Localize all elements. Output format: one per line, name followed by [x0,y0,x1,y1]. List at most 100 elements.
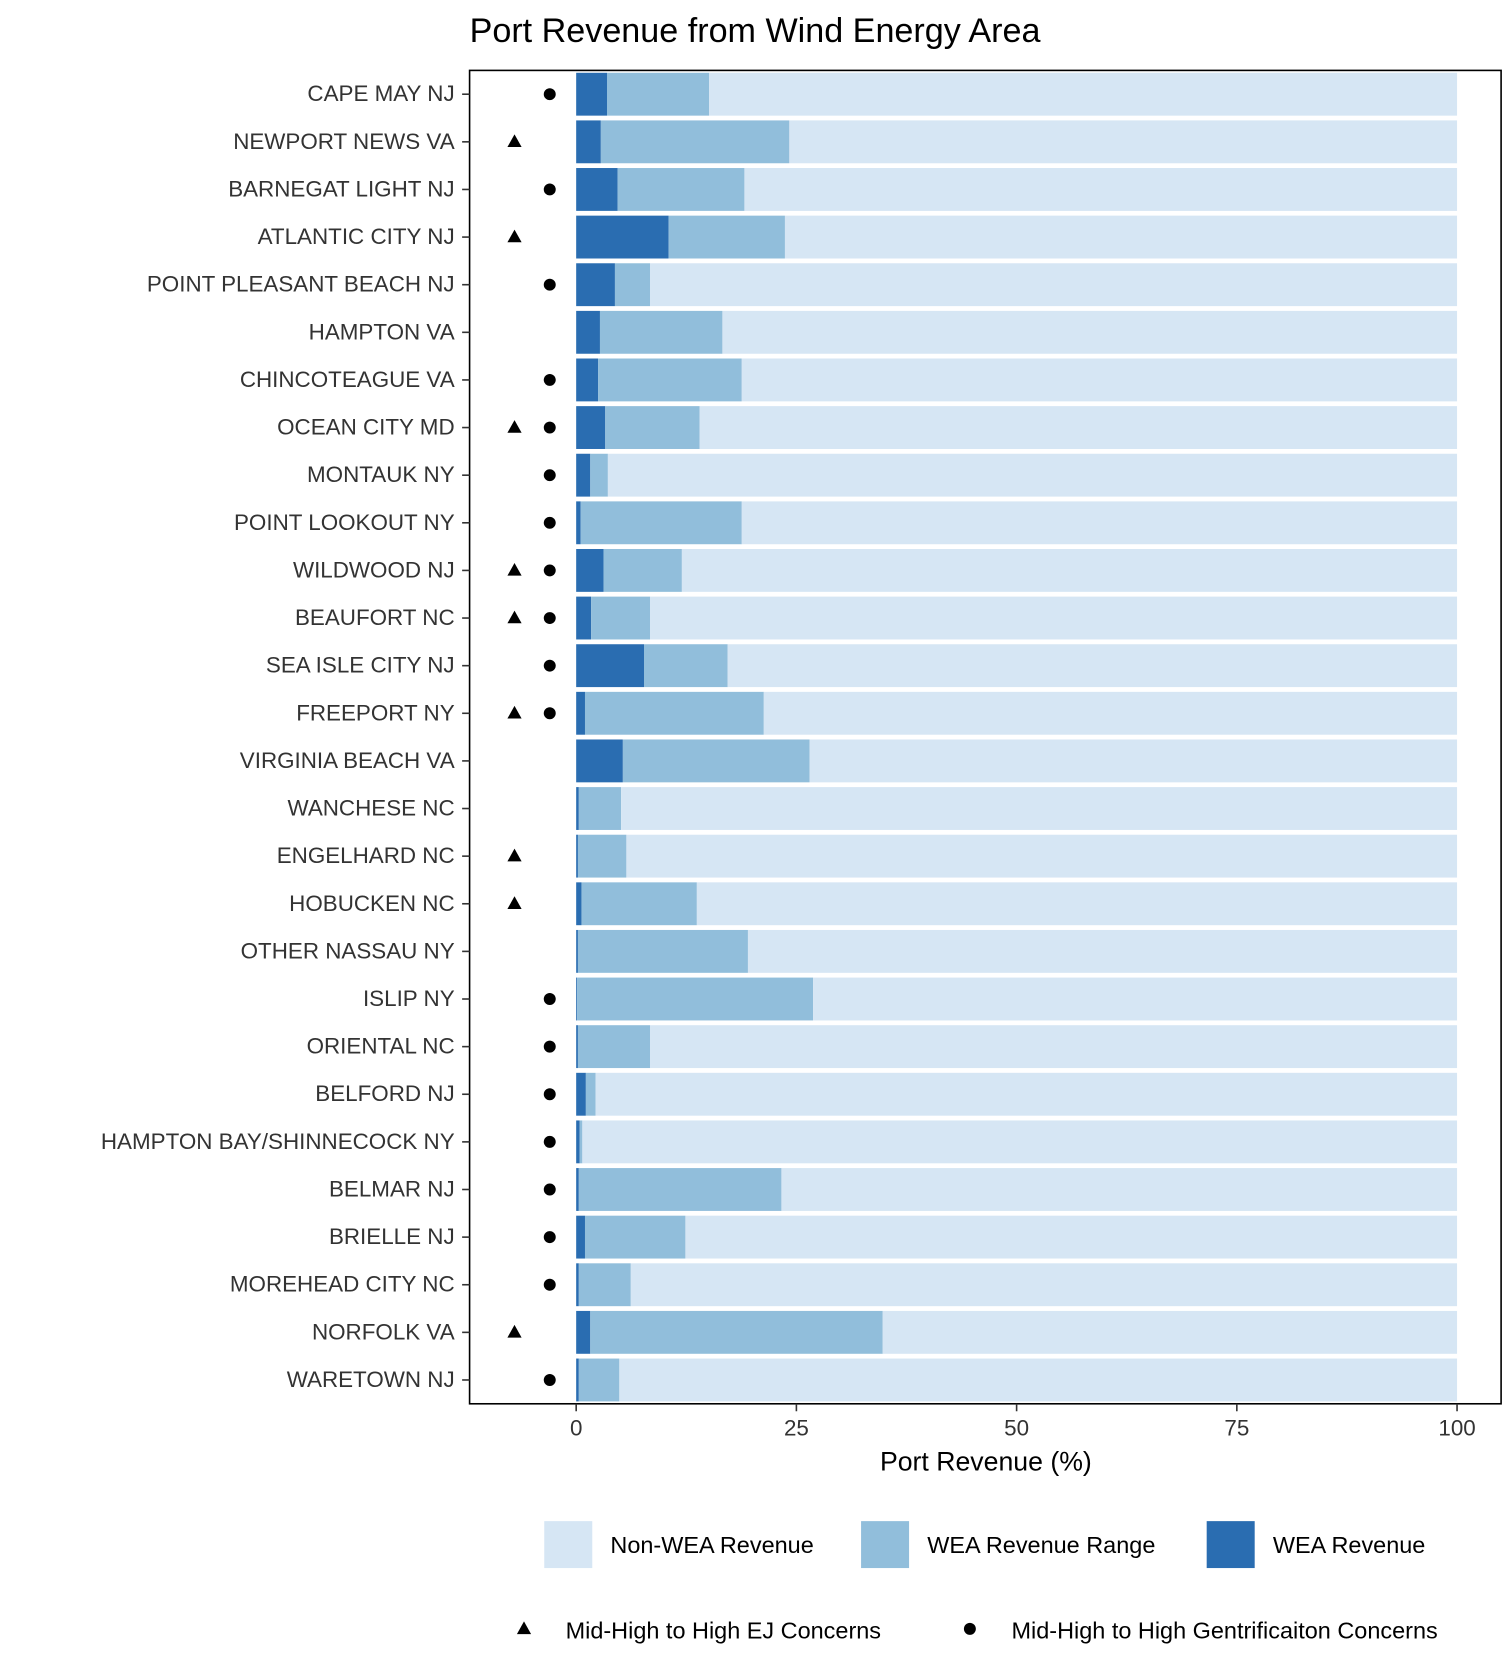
legend-marker [516,1621,532,1635]
x-tick-label: 100 [1438,1415,1475,1440]
marker [543,1040,556,1053]
bar-segment [681,548,1458,592]
bar-segment [784,215,1458,259]
y-tick-label: HOBUCKEN NC [289,891,454,916]
bar-segment [577,977,814,1021]
bar-segment [576,453,591,497]
marker [507,896,522,909]
marker [543,1183,556,1196]
marker [543,183,556,196]
bar-segment [603,548,682,592]
y-tick-label: BARNEGAT LIGHT NJ [228,176,454,201]
legend-label: WEA Revenue Range [927,1532,1155,1558]
bar-segment [763,691,1458,735]
y-tick-label: ORIENTAL NC [307,1034,455,1059]
y-tick-label: BELMAR NJ [329,1176,455,1201]
bar-segment [709,72,1458,116]
panel-border [468,69,1502,1405]
marker [543,516,556,529]
marker [543,707,556,720]
bar-segment [619,1358,1458,1402]
bar-segment [650,263,1458,307]
bar-segment [590,1310,883,1354]
bar-segment [727,644,1458,688]
y-tick-label: SEA ISLE CITY NJ [266,653,455,678]
bar-segment [789,120,1458,164]
marker [507,229,522,243]
y-tick-label: NORFOLK VA [312,1319,455,1344]
bar-segment [578,1263,631,1307]
bar-segment [576,263,615,307]
bar-segment [685,1215,1458,1259]
marker [507,705,522,719]
x-tick-label: 0 [570,1415,582,1440]
bar-segment [650,596,1458,640]
y-tick-label: POINT LOOKOUT NY [234,510,455,535]
legend-label: Mid-High to High Gentrificaiton Concerns [1011,1617,1437,1643]
bar-segment [576,1168,579,1211]
x-tick-label: 50 [1004,1415,1029,1440]
y-tick-label: HAMPTON BAY/SHINNECOCK NY [101,1129,455,1154]
bar-segment [741,501,1458,545]
bar-segment [622,739,810,783]
bar-segment [577,834,627,878]
bar-segment [576,691,585,735]
y-tick-label: FREEPORT NY [296,700,454,725]
y-tick-label: ATLANTIC CITY NJ [258,224,455,249]
bar-segment [630,1263,1458,1307]
bar-segment [576,1263,579,1307]
marker [543,421,556,434]
marker [543,659,556,672]
y-tick-label: WANCHESE NC [288,796,455,821]
x-axis-label: Port Revenue (%) [880,1447,1092,1477]
bar-segment [599,310,723,354]
legend-swatch [861,1521,910,1569]
bar-segment [576,596,592,640]
bar-segment [576,72,608,116]
legend-label: Non-WEA Revenue [610,1532,813,1558]
legend-marker [963,1622,976,1635]
y-tick-label: BRIELLE NJ [329,1224,455,1249]
bar-segment [579,1120,583,1164]
y-tick-label: OTHER NASSAU NY [241,938,455,963]
bar-segment [747,929,1458,973]
marker [543,469,556,482]
bar-segment [576,739,623,783]
bar-segment [582,1120,1458,1164]
bar-segment [617,168,745,211]
marker [507,562,522,576]
bar-segment [576,310,600,354]
bar-segment [576,787,579,830]
bar-segment [882,1310,1458,1354]
y-tick-label: VIRGINIA BEACH VA [240,748,455,773]
bar-segment [576,215,669,259]
bar-segment [578,787,622,830]
marker [543,1135,556,1148]
bar-segment [650,1025,1458,1069]
y-tick-label: POINT PLEASANT BEACH NJ [147,272,455,297]
marker [507,1324,522,1338]
bar-segment [576,1120,580,1164]
bar-segment [576,834,578,878]
bar-segment [584,1215,686,1259]
y-tick-label: BEAUFORT NC [295,605,455,630]
marker [543,564,556,577]
bar-segment [578,1358,620,1402]
y-tick-label: OCEAN CITY MD [277,415,454,440]
bar-segment [809,739,1458,783]
bar-segment [584,691,764,735]
bar-segment [595,1072,1458,1116]
bar-segment [600,120,790,164]
bar-segment [576,644,645,688]
marker [543,612,556,625]
y-tick-label: CAPE MAY NJ [307,81,454,106]
bar-segment [781,1168,1458,1211]
bar-segment [576,358,599,402]
x-tick-label: 25 [784,1415,809,1440]
bar-segment [576,1215,585,1259]
marker [507,610,522,624]
y-tick-label: NEWPORT NEWS VA [233,129,455,154]
bar-segment [590,453,608,497]
bar-segment [722,310,1458,354]
